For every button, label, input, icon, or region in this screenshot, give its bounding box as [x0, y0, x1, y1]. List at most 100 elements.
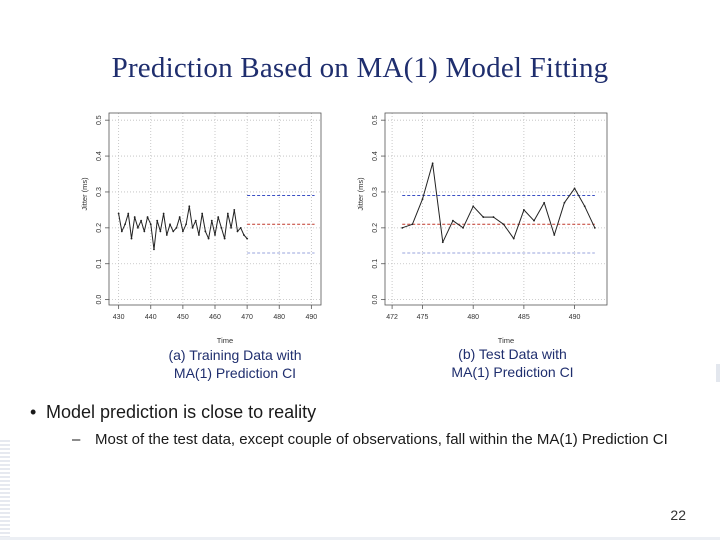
chart1-point-11 — [512, 237, 515, 240]
chart0-point-33 — [223, 237, 226, 240]
chart0-point-31 — [217, 216, 220, 218]
chart0-point-3 — [127, 212, 130, 215]
chart1-series-line-0 — [402, 162, 596, 243]
chart0-point-30 — [214, 234, 216, 236]
chart1-ytick-label-1: 0.1 — [372, 259, 379, 269]
chart0-point-1 — [120, 230, 123, 233]
chart1-point-13 — [533, 219, 535, 222]
caption-a-line2: MA(1) Prediction CI — [173, 365, 297, 381]
chart1-point-9 — [492, 216, 495, 218]
chart0-point-10 — [149, 223, 152, 226]
chart1-point-19 — [593, 226, 596, 229]
chart0-ylabel: Jitter (ms) — [80, 177, 89, 211]
chart1-point-0 — [401, 226, 404, 229]
chart0-point-13 — [159, 230, 162, 233]
chart0-ytick-label-0: 0.0 — [96, 295, 103, 305]
bullet-point: • Model prediction is close to reality — [30, 402, 316, 423]
chart1-point-10 — [502, 223, 505, 226]
chart0-xtick-label-1: 440 — [145, 314, 157, 321]
chart0-xtick-label-0: 430 — [113, 314, 125, 321]
chart1-point-14 — [543, 201, 546, 204]
chart0-point-23 — [191, 226, 194, 229]
chart0-point-40 — [246, 237, 249, 240]
sub-bullet-marker: – — [72, 431, 81, 448]
chart1-point-4 — [441, 241, 444, 244]
decorative-mark — [716, 364, 720, 382]
page-number: 22 — [670, 507, 686, 523]
chart0-point-2 — [124, 223, 126, 226]
chart1-xtick-label-1: 475 — [417, 314, 429, 321]
chart0-ytick-label-3: 0.3 — [96, 187, 103, 197]
chart1-plot-frame — [384, 112, 608, 306]
chart0-point-22 — [188, 205, 191, 208]
chart1-ytick-label-2: 0.2 — [372, 223, 379, 233]
chart0-ytick-label-4: 0.4 — [96, 151, 103, 161]
chart0-point-7 — [140, 219, 143, 222]
chart0-ytick-label-2: 0.2 — [96, 223, 103, 233]
bullet-marker: • — [30, 402, 37, 422]
chart0-point-17 — [172, 230, 175, 233]
chart1-point-7 — [472, 205, 475, 208]
chart0-point-20 — [181, 230, 184, 233]
chart0-point-39 — [243, 234, 245, 236]
sub-bullet-text: Most of the test data, except couple of … — [95, 431, 668, 448]
chart0-point-38 — [239, 226, 242, 229]
chart-training-data: 0.0 0.1 0.2 0.3 0.4 0.5 430 440 450 460 470 480 490 T… — [80, 112, 322, 345]
chart0-point-19 — [178, 216, 181, 218]
chart1-point-6 — [462, 226, 464, 229]
chart1-point-3 — [431, 162, 434, 165]
chart0-xtick-label-3: 460 — [209, 314, 221, 321]
chart0-point-32 — [220, 226, 223, 229]
chart1-ylabel: Jitter (ms) — [356, 177, 365, 211]
chart0-point-9 — [146, 216, 149, 218]
chart1-ytick-label-4: 0.4 — [372, 151, 379, 161]
chart0-ytick-label-1: 0.1 — [96, 259, 103, 269]
chart0-point-4 — [130, 237, 133, 240]
chart0-point-34 — [226, 212, 229, 215]
chart0-point-6 — [137, 226, 139, 229]
decorative-stripes — [0, 440, 10, 540]
chart1-point-17 — [573, 187, 576, 190]
caption-a-line1: (a) Training Data with — [168, 347, 302, 363]
chart0-point-25 — [198, 234, 200, 236]
chart0-xtick-label-2: 450 — [177, 314, 189, 321]
chart0-xtick-label-5: 480 — [273, 314, 285, 321]
chart0-point-16 — [169, 223, 171, 226]
chart0-ytick-label-5: 0.5 — [96, 115, 103, 125]
chart0-point-36 — [233, 208, 236, 211]
caption-b-line2: MA(1) Prediction CI — [451, 364, 574, 380]
chart0-point-14 — [162, 212, 165, 215]
chart0-xtick-label-4: 470 — [241, 314, 253, 321]
caption-a: (a) Training Data with MA(1) Prediction … — [130, 346, 340, 382]
chart0-point-8 — [143, 230, 146, 233]
chart1-xtick-label-2: 480 — [467, 314, 479, 321]
chart0-point-15 — [165, 234, 168, 236]
chart1-xtick-label-4: 490 — [569, 314, 581, 321]
chart0-point-35 — [230, 226, 232, 229]
chart1-point-8 — [482, 216, 485, 218]
chart0-point-29 — [210, 219, 213, 222]
chart0-point-5 — [133, 216, 136, 218]
chart0-point-24 — [194, 219, 197, 222]
chart1-ytick-label-3: 0.3 — [372, 187, 379, 197]
sub-bullet-point: – Most of the test data, except couple o… — [72, 430, 682, 449]
chart0-xlabel: Time — [217, 336, 233, 345]
caption-b: (b) Test Data with MA(1) Prediction CI — [410, 345, 615, 381]
chart1-point-2 — [421, 198, 424, 201]
chart1-point-15 — [553, 234, 556, 236]
chart1-ytick-label-0: 0.0 — [372, 295, 379, 305]
bottom-rule — [0, 537, 720, 540]
chart0-point-28 — [207, 237, 210, 240]
chart1-xtick-label-0: 472 — [386, 314, 398, 321]
chart1-ytick-label-5: 0.5 — [372, 115, 379, 125]
chart0-point-37 — [236, 230, 239, 233]
chart0-point-27 — [204, 230, 207, 233]
chart1-point-12 — [522, 208, 525, 211]
chart1-xtick-label-3: 485 — [518, 314, 530, 321]
chart0-xtick-label-6: 490 — [306, 314, 318, 321]
bullet-text: Model prediction is close to reality — [46, 402, 317, 422]
caption-b-line1: (b) Test Data with — [458, 346, 567, 362]
chart1-point-16 — [563, 201, 566, 204]
chart0-point-12 — [156, 219, 159, 222]
chart0-point-0 — [117, 212, 120, 215]
